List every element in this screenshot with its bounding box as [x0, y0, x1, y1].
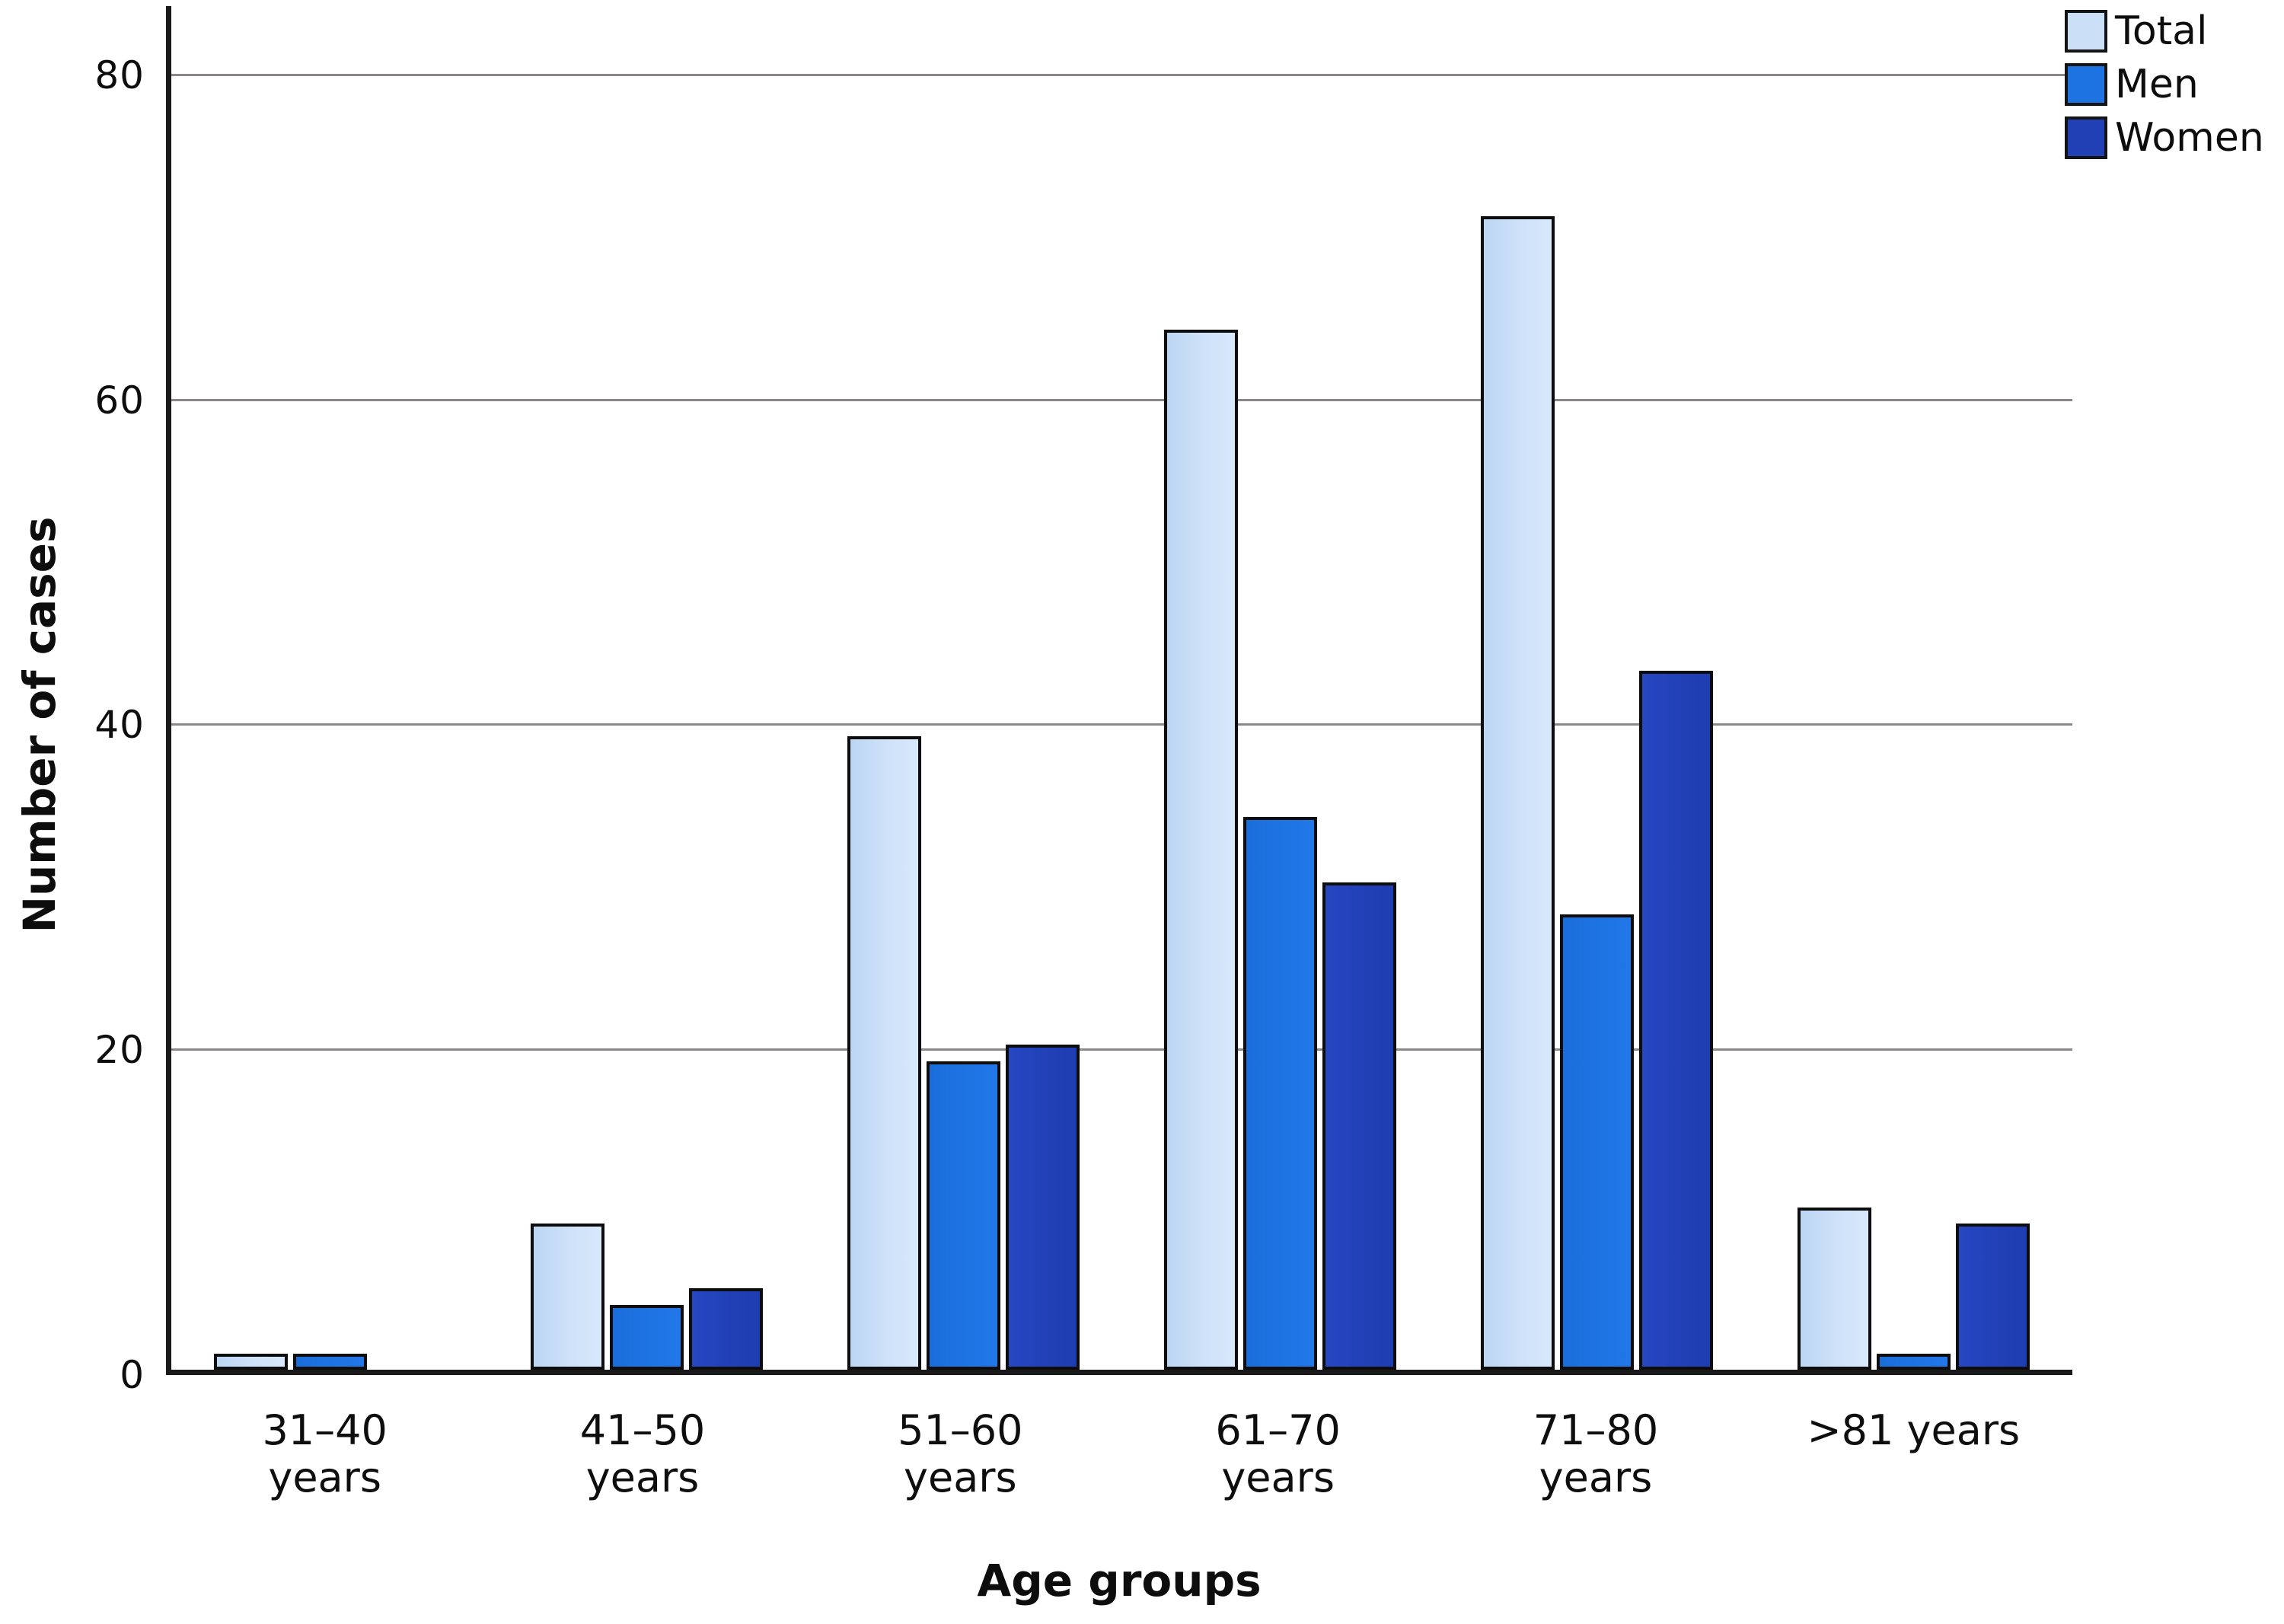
x-axis-tick-labels: 31–40 years 41–50 years 51–60 years 61–70 y…: [166, 1407, 2072, 1501]
x-tick-3: 51–60 years: [898, 1406, 1023, 1501]
y-tick-40: 40: [94, 703, 145, 748]
bar-group-6: [1756, 6, 2072, 1370]
y-tick-0: 0: [120, 1353, 145, 1397]
y-tick-80: 80: [94, 53, 145, 97]
bar-group-5: [1439, 6, 1756, 1370]
legend-swatch-men: [2065, 62, 2107, 106]
gridline-60: [171, 398, 2072, 401]
bar-women-51–60: [1005, 1045, 1080, 1370]
gridline-40: [171, 723, 2072, 726]
bar-women-61–70: [1322, 882, 1397, 1370]
x-tick-5: 71–80 years: [1533, 1406, 1659, 1501]
bar-women-41–50: [688, 1288, 763, 1370]
bar-total->81years: [1798, 1208, 1872, 1370]
x-tick-2: 41–50 years: [579, 1406, 706, 1501]
bar-men-51–60: [926, 1061, 1000, 1370]
bar-groups-layer: [171, 6, 2072, 1370]
bar-group-1: [171, 6, 488, 1370]
x-tick-4: 61–70 years: [1215, 1406, 1341, 1501]
bar-total-51–60: [847, 736, 921, 1370]
plot-area: [166, 6, 2072, 1375]
gridline-80: [171, 73, 2072, 76]
x-tick-1: 31–40 years: [262, 1406, 388, 1501]
bar-total-41–50: [530, 1224, 604, 1370]
gridline-20: [171, 1048, 2072, 1051]
bar-total-71–80: [1481, 216, 1555, 1370]
legend-item-women: Women: [2065, 116, 2264, 159]
bar-men-71–80: [1560, 914, 1635, 1370]
x-axis-title: Age groups: [977, 1555, 1262, 1606]
bar-total-61–70: [1164, 330, 1239, 1370]
y-tick-20: 20: [94, 1028, 145, 1073]
legend: Total Men Women: [2065, 9, 2264, 169]
y-tick-60: 60: [94, 378, 145, 423]
legend-swatch-total: [2065, 9, 2107, 53]
bar-group-3: [805, 6, 1121, 1370]
legend-swatch-women: [2065, 116, 2107, 159]
legend-label-total: Total: [2115, 8, 2208, 54]
x-tick-6: >81 years: [1807, 1406, 2021, 1454]
bar-men-41–50: [609, 1305, 684, 1370]
legend-item-total: Total: [2065, 9, 2264, 53]
bar-women->81years: [1956, 1224, 2030, 1370]
legend-label-women: Women: [2115, 114, 2264, 161]
legend-item-men: Men: [2065, 62, 2264, 106]
bar-men-61–70: [1243, 817, 1318, 1370]
bar-men->81years: [1877, 1354, 1951, 1370]
legend-label-men: Men: [2115, 61, 2199, 107]
bar-group-2: [488, 6, 805, 1370]
bar-women-71–80: [1639, 671, 1714, 1370]
bar-group-4: [1122, 6, 1439, 1370]
bar-total-31–40: [213, 1354, 288, 1370]
bar-men-31–40: [292, 1354, 367, 1370]
